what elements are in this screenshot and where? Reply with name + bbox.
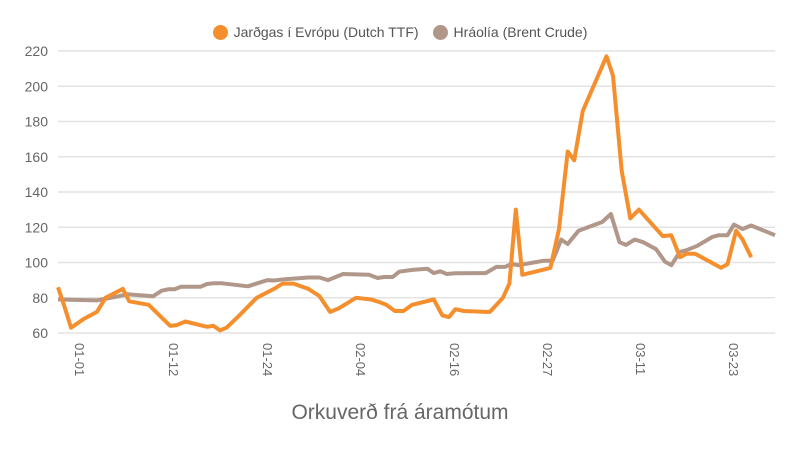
- legend-label: Jarðgas í Evrópu (Dutch TTF): [233, 24, 419, 40]
- y-tick-label: 60: [32, 325, 48, 341]
- chart-title: Orkuverð frá áramótum: [291, 401, 509, 424]
- legend-item-brent-crude[interactable]: Hráolía (Brent Crude): [432, 24, 588, 40]
- legend: Jarðgas í Evrópu (Dutch TTF) Hráolía (Br…: [0, 24, 800, 40]
- x-tick-label: 01-24: [260, 343, 275, 376]
- y-tick-label: 200: [25, 78, 49, 94]
- x-tick-label: 02-16: [447, 343, 462, 376]
- x-tick-label: 03-11: [633, 343, 648, 375]
- series-line-dutch-ttf[interactable]: [56, 54, 753, 333]
- y-tick-label: 220: [25, 43, 49, 59]
- y-tick-label: 80: [32, 290, 48, 306]
- x-tick-label: 01-12: [166, 343, 181, 376]
- gridlines: [58, 50, 775, 334]
- y-tick-label: 140: [25, 184, 49, 200]
- series-lines: [56, 54, 776, 333]
- legend-dot-icon: [432, 24, 448, 40]
- y-tick-label: 180: [25, 114, 49, 130]
- x-tick-label: 02-04: [353, 343, 368, 376]
- x-tick-label: 01-01: [72, 343, 87, 376]
- series-line-brent-crude[interactable]: [57, 212, 776, 303]
- y-tick-label: 100: [25, 255, 49, 271]
- legend-label: Hráolía (Brent Crude): [453, 24, 588, 40]
- y-tick-label: 120: [25, 219, 49, 235]
- legend-dot-icon: [212, 24, 228, 40]
- y-tick-label: 160: [25, 149, 49, 165]
- x-axis-ticks: 01-01 01-12 01-24 02-04 02-16 02-27 03-11 03-23: [72, 343, 741, 376]
- x-tick-label: 03-23: [726, 343, 741, 376]
- x-tick-label: 02-27: [540, 343, 555, 376]
- legend-item-dutch-ttf[interactable]: Jarðgas í Evrópu (Dutch TTF): [212, 24, 419, 40]
- y-axis-ticks: 60 80 100 120 140 160 180 200 220: [25, 43, 49, 341]
